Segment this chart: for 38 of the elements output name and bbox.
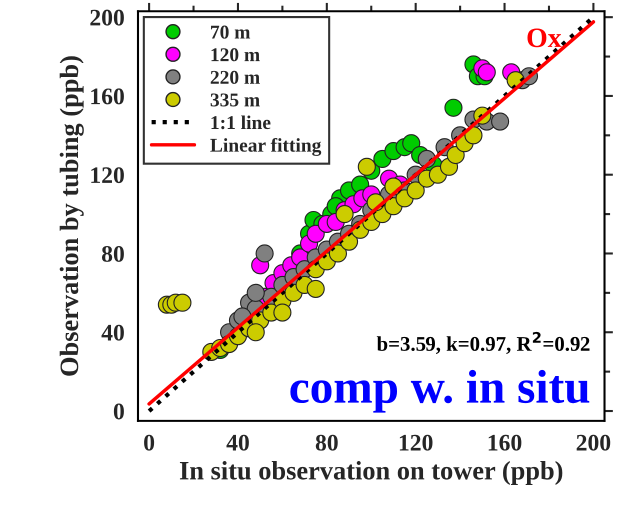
annotation: comp w. in situ	[290, 370, 590, 413]
point	[246, 323, 265, 342]
x-tick-label: 120	[400, 434, 432, 451]
legend-label: 120 m	[211, 48, 260, 62]
x-tick-label: 200	[576, 434, 610, 451]
y-tick-label: 200	[90, 10, 124, 26]
y-tick-label: 40	[102, 324, 124, 341]
y-tick-label: 160	[91, 88, 124, 104]
point	[446, 146, 465, 164]
legend-label: Linear fitting	[210, 138, 322, 156]
point	[306, 280, 325, 298]
annotation: Ox	[527, 28, 562, 48]
point	[273, 303, 292, 322]
point	[402, 134, 420, 152]
y-tick-label: 0	[114, 404, 124, 420]
point	[358, 158, 376, 176]
x-axis-title: In situ observation on tower (ppb)	[180, 461, 562, 485]
annotation: b=3.59, k=0.97, R$^{2}$=0.92	[376, 332, 590, 354]
legend-label: 220 m	[210, 70, 260, 84]
point	[491, 112, 510, 131]
x-tick-label: 160	[488, 434, 522, 451]
point	[256, 244, 274, 263]
legend-label: 70 m	[211, 26, 250, 39]
legend-label: 335 m	[210, 93, 260, 107]
x-tick-label: 40	[226, 434, 249, 451]
point	[336, 205, 354, 224]
x-tick-label: 80	[316, 434, 338, 451]
point	[173, 294, 192, 312]
point	[444, 98, 463, 117]
x-tick-label: 0	[144, 434, 154, 451]
point	[246, 284, 265, 302]
y-tick-label: 80	[102, 246, 124, 262]
y-axis-title: Observation by tubing (ppb)	[60, 56, 84, 376]
legend-label: 1:1 line	[211, 115, 270, 130]
point	[306, 224, 325, 243]
point	[478, 63, 496, 82]
y-tick-label: 120	[91, 167, 124, 184]
point	[406, 181, 425, 200]
